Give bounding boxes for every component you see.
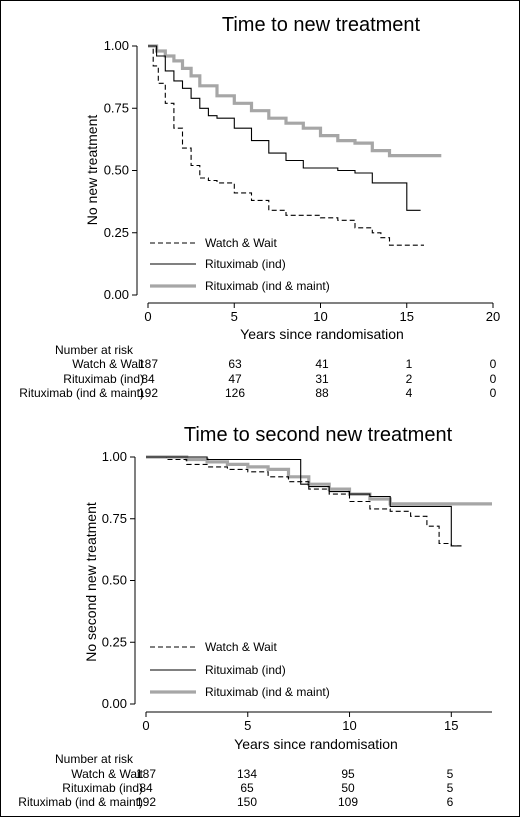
risk-count: 31 xyxy=(315,372,329,386)
risk-count: 192 xyxy=(136,795,156,809)
x-tick-label: 15 xyxy=(400,309,414,324)
y-tick-label: 0.50 xyxy=(102,573,127,588)
legend-label-watch-wait: Watch & Wait xyxy=(205,640,277,654)
risk-count: 2 xyxy=(406,372,413,386)
risk-row-label: Rituximab (ind) xyxy=(63,372,144,386)
risk-count: 84 xyxy=(141,372,155,386)
x-axis-label: Years since randomisation xyxy=(234,736,398,752)
risk-count: 4 xyxy=(406,386,413,400)
risk-table-heading: Number at risk xyxy=(55,752,134,766)
legend-label-rituximab-ind-maint: Rituximab (ind & maint) xyxy=(205,279,330,293)
x-tick-label: 10 xyxy=(313,309,327,324)
risk-count: 187 xyxy=(138,357,158,371)
risk-table-heading: Number at risk xyxy=(55,343,134,357)
chart-title: Time to second new treatment xyxy=(184,424,453,446)
risk-count: 192 xyxy=(138,386,158,400)
x-tick-label: 5 xyxy=(244,718,251,733)
risk-count: 5 xyxy=(447,781,454,795)
risk-count: 1 xyxy=(406,357,413,371)
series-line-watch-wait xyxy=(148,45,424,246)
y-tick-label: 0.75 xyxy=(104,100,129,115)
risk-count: 109 xyxy=(338,795,358,809)
legend-label-watch-wait: Watch & Wait xyxy=(205,236,277,250)
risk-count: 0 xyxy=(490,372,497,386)
x-axis-label: Years since randomisation xyxy=(240,326,404,342)
legend-label-rituximab-ind-maint: Rituximab (ind & maint) xyxy=(205,685,330,699)
x-tick-label: 20 xyxy=(486,309,500,324)
series-line-rituximab-ind xyxy=(146,456,462,547)
risk-count: 84 xyxy=(139,781,153,795)
risk-count: 0 xyxy=(490,357,497,371)
risk-row-label: Watch & Wait xyxy=(71,767,143,781)
y-tick-label: 0.25 xyxy=(102,634,127,649)
risk-count: 47 xyxy=(228,372,242,386)
risk-row-label: Watch & Wait xyxy=(72,357,144,371)
x-tick-label: 5 xyxy=(231,309,238,324)
series-line-watch-wait xyxy=(146,456,462,547)
risk-count: 50 xyxy=(341,781,355,795)
risk-count: 63 xyxy=(228,357,242,371)
risk-count: 65 xyxy=(240,781,254,795)
x-tick-label: 0 xyxy=(142,718,149,733)
y-tick-label: 0.00 xyxy=(104,287,129,302)
y-tick-label: 1.00 xyxy=(104,38,129,53)
chart-title: Time to new treatment xyxy=(222,14,421,36)
series-line-rituximab-ind-maint xyxy=(148,44,442,158)
y-axis-label: No new treatment xyxy=(84,115,100,226)
risk-row-label: Rituximab (ind & maint) xyxy=(19,386,144,400)
risk-count: 88 xyxy=(315,386,329,400)
y-tick-label: 0.50 xyxy=(104,163,129,178)
risk-count: 134 xyxy=(237,767,257,781)
y-tick-label: 0.25 xyxy=(104,225,129,240)
risk-count: 126 xyxy=(225,386,245,400)
risk-count: 150 xyxy=(237,795,257,809)
y-axis-label: No second new treatment xyxy=(83,502,99,662)
risk-count: 5 xyxy=(447,767,454,781)
y-tick-label: 0.00 xyxy=(102,696,127,711)
x-tick-label: 10 xyxy=(342,718,356,733)
risk-count: 187 xyxy=(136,767,156,781)
series-line-rituximab-ind-maint xyxy=(146,455,492,506)
risk-row-label: Rituximab (ind & maint) xyxy=(18,795,143,809)
series-line-rituximab-ind xyxy=(148,45,421,211)
legend-label-rituximab-ind: Rituximab (ind) xyxy=(205,257,286,271)
x-tick-label: 0 xyxy=(144,309,151,324)
x-tick-label: 15 xyxy=(444,718,458,733)
legend-label-rituximab-ind: Rituximab (ind) xyxy=(205,663,286,677)
risk-row-label: Rituximab (ind) xyxy=(62,781,143,795)
risk-count: 0 xyxy=(490,386,497,400)
risk-count: 6 xyxy=(447,795,454,809)
y-tick-label: 1.00 xyxy=(102,449,127,464)
y-tick-label: 0.75 xyxy=(102,511,127,526)
risk-count: 95 xyxy=(341,767,355,781)
risk-count: 41 xyxy=(315,357,329,371)
